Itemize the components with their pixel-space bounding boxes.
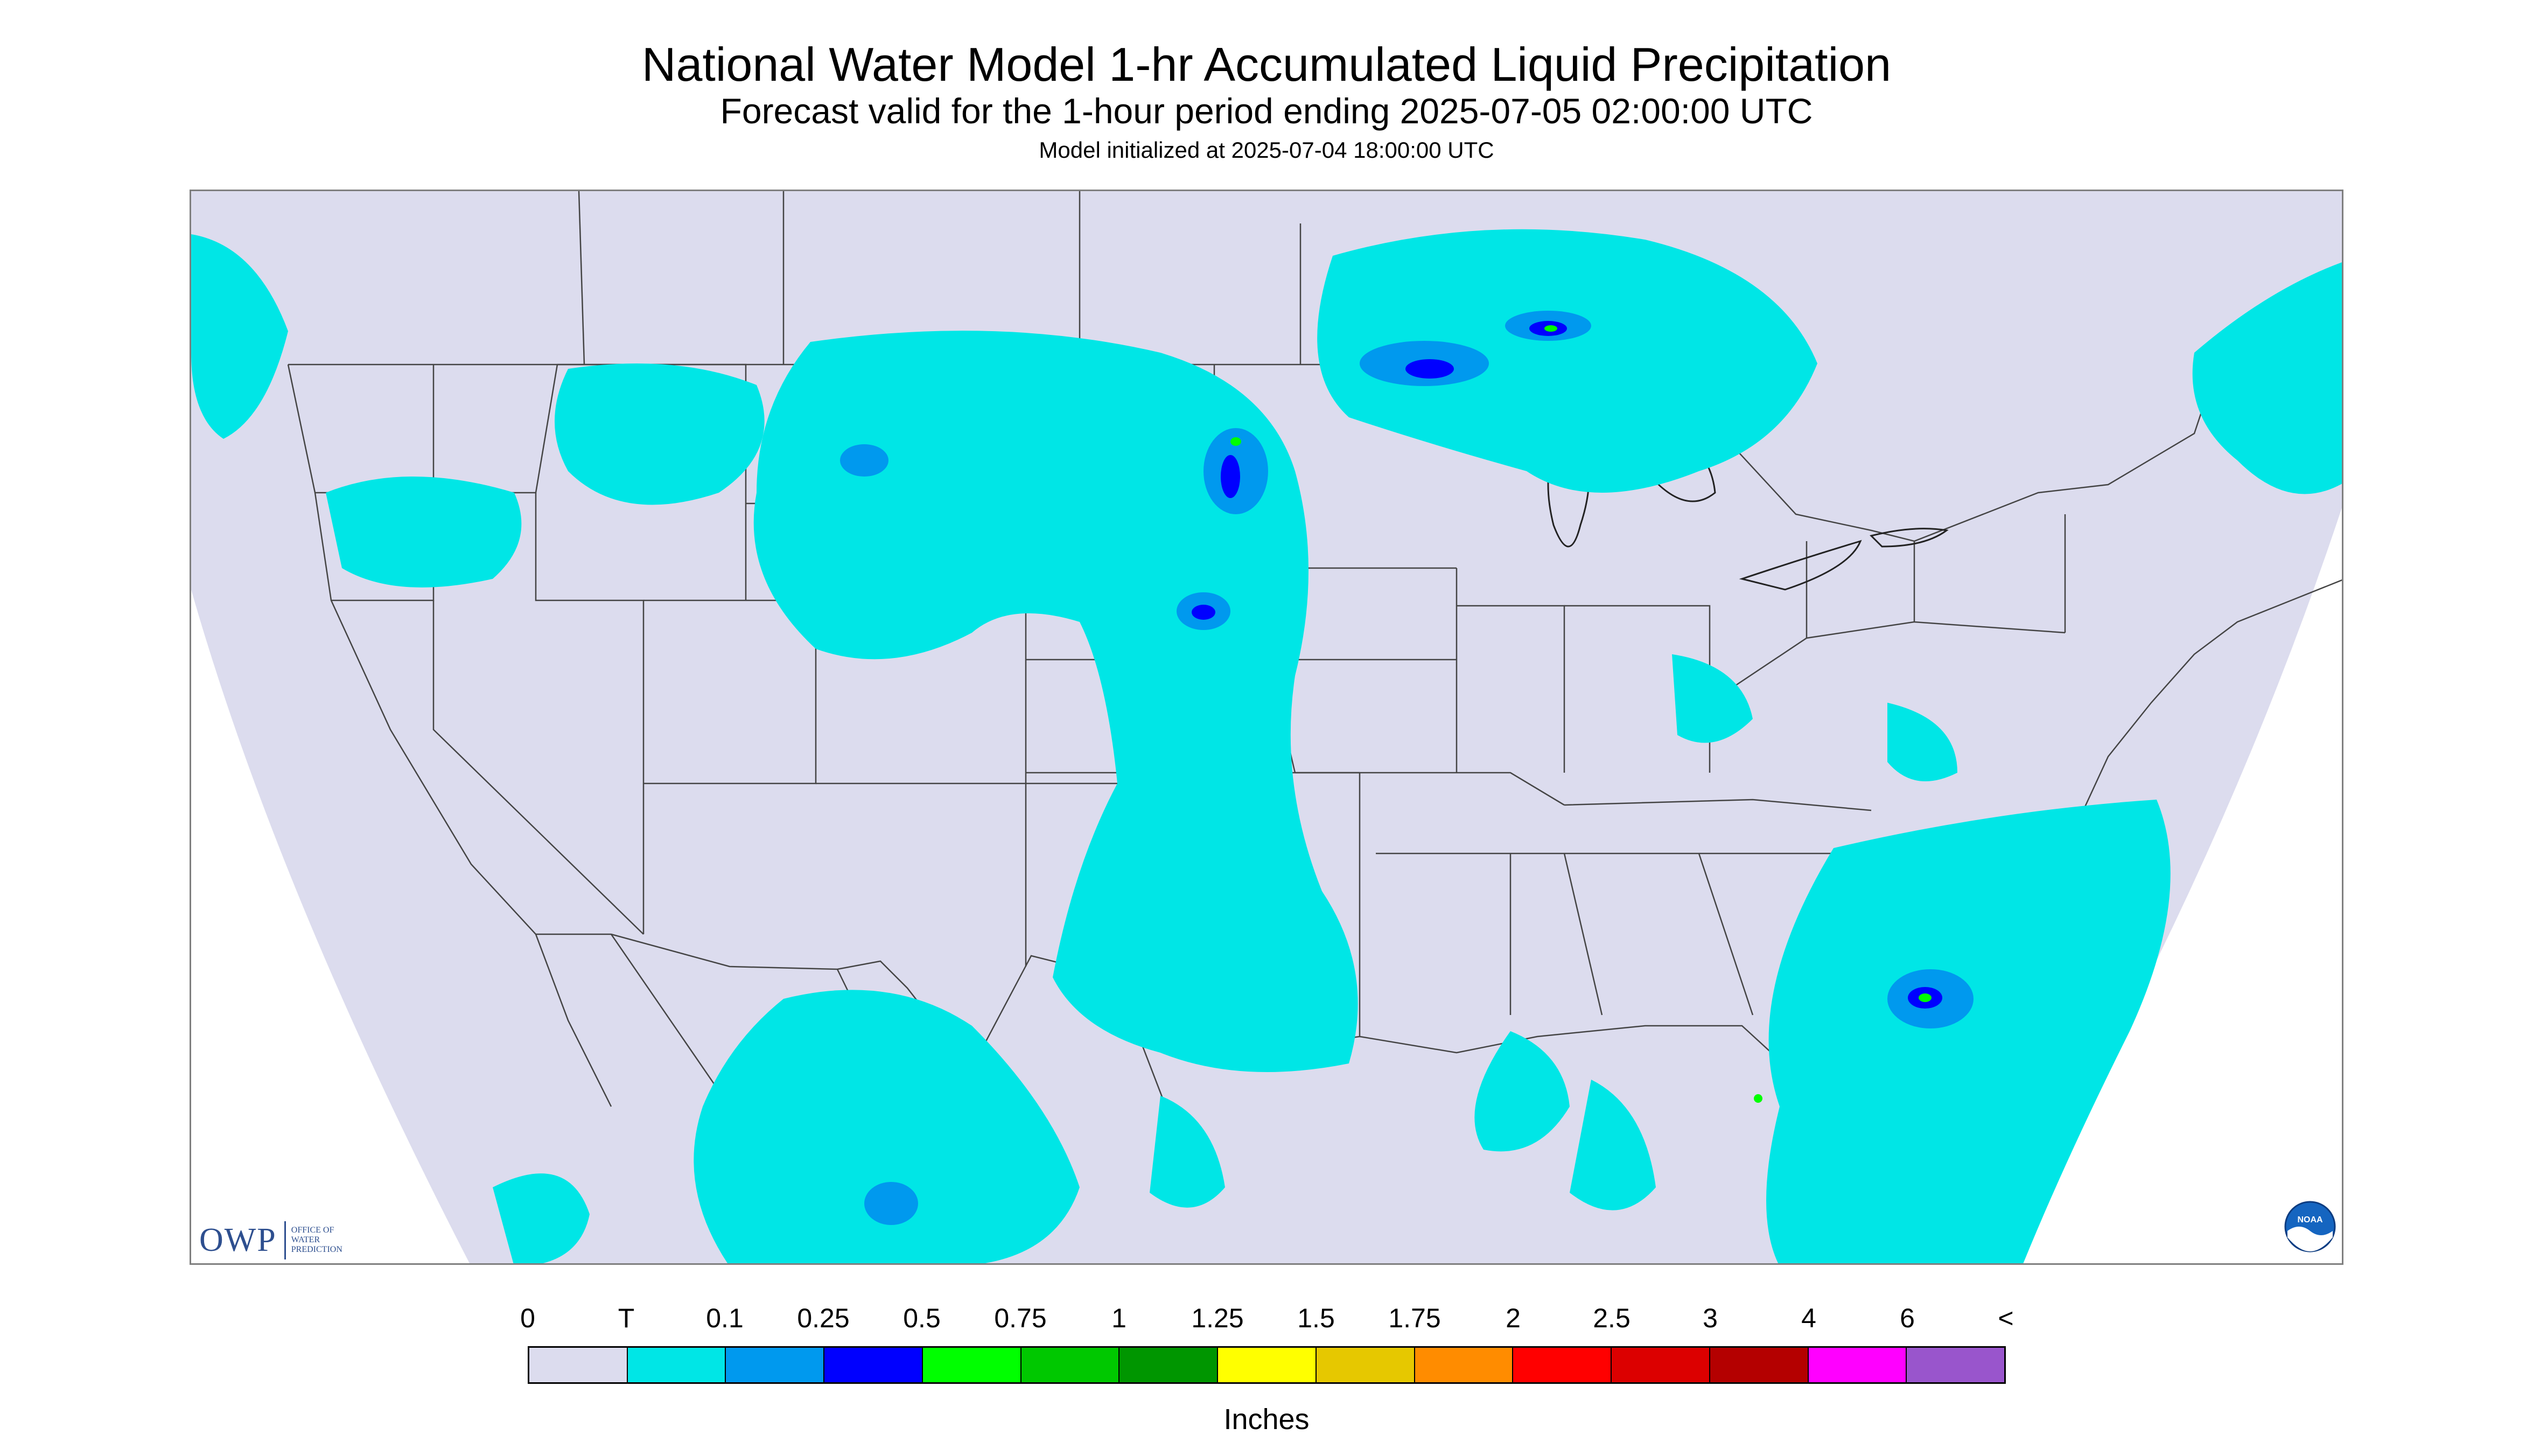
map-title: National Water Model 1-hr Accumulated Li…: [641, 38, 1892, 91]
owp-logo-subtext: Office of Water Prediction: [291, 1226, 342, 1254]
noaa-logo-text: NOAA: [2297, 1215, 2323, 1224]
legend-tick-label: 1: [1111, 1303, 1126, 1333]
legend-swatch: [1218, 1348, 1317, 1382]
legend-tick-label: 0.5: [903, 1303, 941, 1333]
legend-swatch: [726, 1348, 825, 1382]
legend-tick-label: 0: [520, 1303, 535, 1333]
noaa-logo: NOAA: [2284, 1201, 2336, 1252]
legend-units: Inches: [1223, 1403, 1310, 1436]
forecast-valid-subtitle: Forecast valid for the 1-hour period end…: [720, 91, 1813, 131]
owp-logo: OWP Office of Water Prediction: [199, 1221, 342, 1259]
legend-tick-label: 4: [1801, 1303, 1816, 1333]
legend-tick-label: 2.5: [1593, 1303, 1631, 1333]
legend-colorbar: [528, 1346, 2006, 1384]
legend-tick-label: 0.25: [797, 1303, 850, 1333]
legend-swatch: [529, 1348, 628, 1382]
trace-precipitation: [191, 229, 2342, 1263]
legend-tick-label: 0.75: [994, 1303, 1047, 1333]
legend-tick-label: 1.5: [1297, 1303, 1335, 1333]
legend-swatch: [1415, 1348, 1514, 1382]
legend-swatch: [922, 1348, 1021, 1382]
legend-tick-label: 1.25: [1191, 1303, 1244, 1333]
legend-tick-label: 1.75: [1388, 1303, 1441, 1333]
legend-swatch: [824, 1348, 923, 1382]
legend-swatch: [1513, 1348, 1612, 1382]
model-initialized-text: Model initialized at 2025-07-04 18:00:00…: [1039, 137, 1494, 163]
precipitation-map: [190, 190, 2343, 1265]
legend-tick-label: 6: [1900, 1303, 1915, 1333]
very-heavy-precipitation: [1230, 325, 1932, 1103]
legend-tick-label: T: [618, 1303, 635, 1333]
legend-tick-label: <: [1998, 1303, 2014, 1333]
legend-swatch: [1021, 1348, 1120, 1382]
heavy-precipitation: [1192, 321, 1942, 1009]
legend-swatch: [1907, 1348, 2005, 1382]
legend-swatch: [1119, 1348, 1219, 1382]
owp-logo-text: OWP: [199, 1221, 286, 1259]
map-canvas: [191, 191, 2342, 1263]
legend-tick-label: 2: [1506, 1303, 1521, 1333]
legend-swatch: [1316, 1348, 1415, 1382]
legend-swatch: [1808, 1348, 1907, 1382]
legend-swatch: [627, 1348, 726, 1382]
legend-tick-label: 3: [1703, 1303, 1718, 1333]
legend-tick-label: 0.1: [706, 1303, 744, 1333]
legend-swatch: [1612, 1348, 1710, 1382]
legend-swatch: [1710, 1348, 1809, 1382]
